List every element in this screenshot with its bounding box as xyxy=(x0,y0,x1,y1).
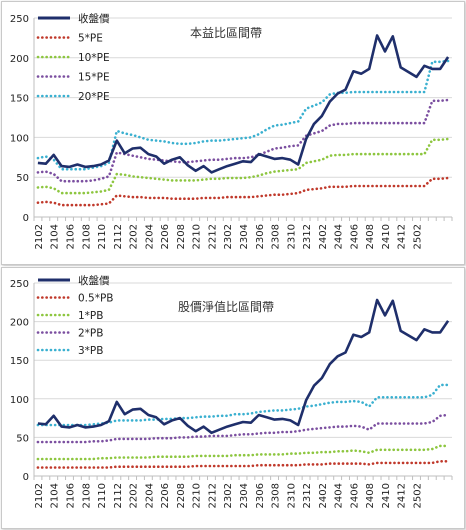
legend-label: 3*PB xyxy=(78,345,103,357)
legend-label: 15*PE xyxy=(78,72,110,84)
x-tick-label: 2412 xyxy=(397,483,408,508)
x-tick-label: 2404 xyxy=(334,224,345,249)
legend-label: 收盤價 xyxy=(78,12,110,25)
x-tick-label: 2206 xyxy=(160,224,171,249)
x-tick-label: 2206 xyxy=(160,483,171,508)
y-tick-label: 250 xyxy=(10,14,29,25)
x-tick-label: 2112 xyxy=(113,224,124,249)
series-line-band-2 xyxy=(36,137,450,195)
series-line-band-1 xyxy=(36,176,450,207)
chart-title: 本益比區間帶 xyxy=(190,26,262,40)
y-tick-label: 250 xyxy=(10,279,29,290)
x-tick-label: 2108 xyxy=(81,483,92,508)
x-tick-label: 2306 xyxy=(255,224,266,249)
series-line-close-price xyxy=(37,34,450,174)
y-tick-label: 150 xyxy=(10,94,29,105)
x-tick-label: 2106 xyxy=(65,483,76,508)
y-tick-label: 100 xyxy=(10,395,29,406)
x-tick-label: 2110 xyxy=(97,224,108,249)
x-tick-label: 2302 xyxy=(223,224,234,249)
x-tick-label: 2104 xyxy=(50,483,61,508)
y-tick-label: 200 xyxy=(10,318,29,329)
pb-band-chart-panel: 0 50 100 150 200 250 2102 2104 2106 2108 2110 2112 2… xyxy=(0,266,466,530)
x-tick-label: 2404 xyxy=(334,483,345,508)
x-tick-label: 2210 xyxy=(192,224,203,249)
x-tick-label: 2102 xyxy=(34,224,45,249)
x-tick-label: 2104 xyxy=(50,224,61,249)
x-tick-label: 2112 xyxy=(113,483,124,508)
x-tick-label: 2202 xyxy=(129,483,140,508)
x-tick-label: 2302 xyxy=(223,483,234,508)
x-tick-label: 2310 xyxy=(286,224,297,249)
x-tick-label: 2312 xyxy=(302,483,313,508)
y-tick-label: 50 xyxy=(16,433,29,444)
x-tick-label: 2308 xyxy=(271,224,282,249)
x-tick-label: 2110 xyxy=(97,483,108,508)
x-tick-label: 2204 xyxy=(144,224,155,249)
x-tick-label: 2208 xyxy=(176,224,187,249)
series-line-band-3 xyxy=(36,98,450,183)
legend-label: 5*PE xyxy=(78,33,103,45)
x-tick-label: 2412 xyxy=(397,224,408,249)
x-tick-label: 2402 xyxy=(318,224,329,249)
x-tick-label: 2410 xyxy=(381,483,392,508)
x-tick-label: 2106 xyxy=(65,224,76,249)
x-tick-label: 2102 xyxy=(34,483,45,508)
x-tick-label: 2306 xyxy=(255,483,266,508)
x-tick-label: 2304 xyxy=(239,483,250,508)
x-tick-label: 2212 xyxy=(207,483,218,508)
legend-label: 2*PB xyxy=(78,328,103,340)
x-tick-label: 2408 xyxy=(365,224,376,249)
y-tick-label: 200 xyxy=(10,54,29,65)
y-tick-label: 50 xyxy=(16,173,29,184)
x-tick-label: 2108 xyxy=(81,224,92,249)
legend-label: 1*PB xyxy=(78,310,103,322)
y-tick-label: 0 xyxy=(23,472,29,483)
x-tick-label: 2406 xyxy=(349,483,360,508)
x-tick-label: 2408 xyxy=(365,483,376,508)
x-tick-label: 2406 xyxy=(349,224,360,249)
x-tick-label: 2502 xyxy=(413,483,424,508)
x-tick-label: 2310 xyxy=(286,483,297,508)
series-line-band-2 xyxy=(36,444,450,461)
x-tick-label: 2308 xyxy=(271,483,282,508)
legend-label: 0.5*PB xyxy=(78,293,113,305)
series-line-band-4 xyxy=(36,59,450,171)
pb-band-chart: 0 50 100 150 200 250 2102 2104 2106 2108 2110 2112 2… xyxy=(10,274,453,508)
series-line-band-1 xyxy=(36,460,450,469)
x-tick-label: 2208 xyxy=(176,483,187,508)
pe-band-chart-panel: 0 50 100 150 200 250 2102 2104 2106 2108 2110 2112 2… xyxy=(0,0,466,266)
chart-frame xyxy=(1,1,465,265)
legend-label: 20*PE xyxy=(78,91,110,103)
x-tick-label: 2410 xyxy=(381,224,392,249)
x-tick-label: 2202 xyxy=(129,224,140,249)
x-tick-label: 2204 xyxy=(144,483,155,508)
x-tick-label: 2212 xyxy=(207,224,218,249)
x-tick-label: 2304 xyxy=(239,224,250,249)
y-tick-label: 100 xyxy=(10,133,29,144)
chart-title: 股價淨值比區間帶 xyxy=(178,299,274,314)
pe-band-chart: 0 50 100 150 200 250 2102 2104 2106 2108 2110 2112 2… xyxy=(10,12,453,249)
series-line-close-price xyxy=(37,298,450,435)
x-tick-label: 2402 xyxy=(318,483,329,508)
legend-label: 10*PE xyxy=(78,52,110,64)
x-tick-label: 2210 xyxy=(192,483,203,508)
series-line-band-4 xyxy=(36,383,450,427)
legend-label: 收盤價 xyxy=(78,274,110,287)
x-tick-label: 2312 xyxy=(302,224,313,249)
series-line-band-3 xyxy=(36,413,450,444)
y-tick-label: 150 xyxy=(10,356,29,367)
chart-frame xyxy=(1,267,465,529)
x-tick-label: 2502 xyxy=(413,224,424,249)
y-tick-label: 0 xyxy=(23,213,29,224)
